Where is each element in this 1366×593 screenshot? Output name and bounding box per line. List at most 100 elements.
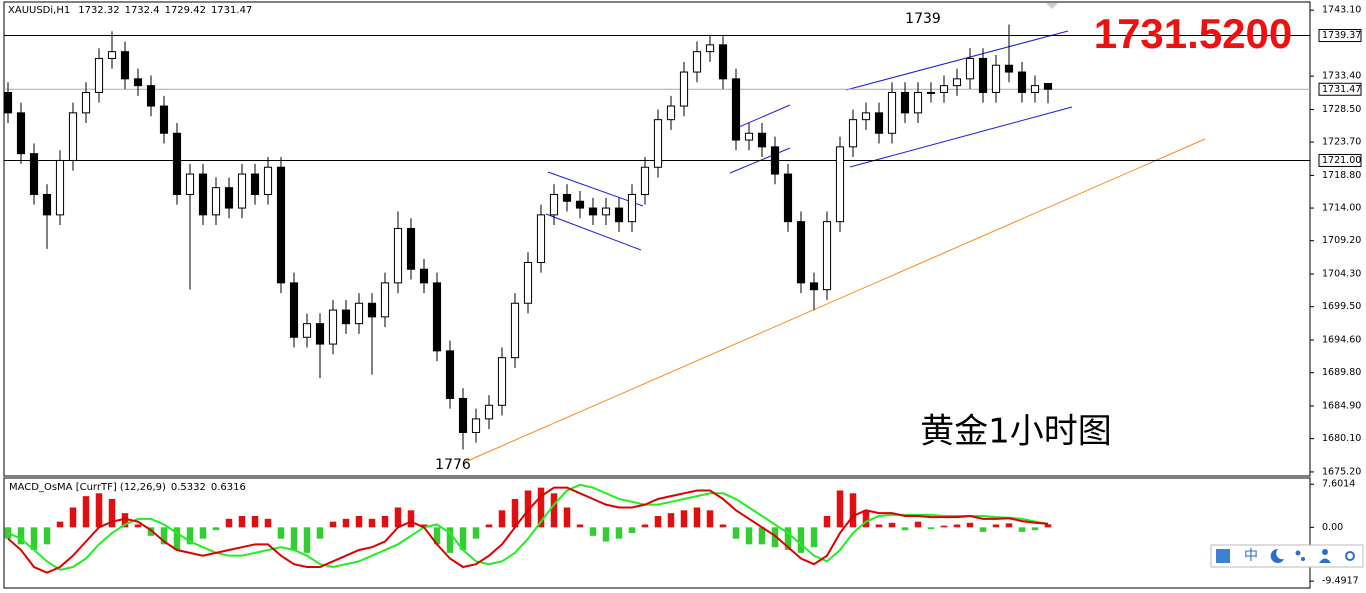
candle-body: [718, 44, 728, 80]
candle-body: [874, 112, 884, 134]
histogram-bar: [511, 498, 519, 528]
candle-body: [978, 57, 988, 93]
histogram-bar: [550, 493, 558, 528]
y-tick-label: 1699.50: [1322, 301, 1361, 312]
level-label: 1739.37: [1322, 30, 1361, 41]
histogram-bar: [758, 527, 766, 545]
candle-body: [250, 173, 260, 195]
candle-body: [29, 153, 39, 195]
candle-body: [133, 78, 143, 87]
dot-icon[interactable]: [1301, 557, 1305, 561]
histogram-bar: [732, 527, 740, 539]
high-value: 1732.4: [125, 5, 160, 16]
candle-body: [445, 350, 455, 399]
y-tick-label: 7.6014: [1322, 479, 1355, 490]
channels: [545, 30, 1073, 251]
candle-body: [94, 57, 104, 93]
y-tick-label: 1704.30: [1322, 269, 1361, 280]
candle-body: [653, 119, 663, 168]
candle-body: [185, 173, 195, 195]
candle-body: [965, 57, 975, 80]
tool-icon[interactable]: [1216, 549, 1230, 563]
histogram-bar: [420, 524, 428, 528]
signal-value: 0.6316: [211, 482, 246, 493]
histogram-bar: [290, 527, 298, 551]
candle-body: [913, 91, 923, 114]
candle-body: [887, 91, 897, 134]
histogram-bar: [966, 522, 974, 528]
histogram-bar: [628, 527, 636, 533]
candle-body: [835, 146, 845, 223]
candle-body: [107, 51, 117, 59]
candle-body: [276, 166, 286, 284]
chart-header: XAUUSDi,H1 1732.32 1732.4 1729.42 1731.47: [8, 5, 252, 16]
histogram-bar: [901, 527, 909, 531]
candle-body: [497, 357, 507, 406]
histogram-bar: [693, 507, 701, 528]
histogram-bar: [30, 527, 38, 551]
candle-body: [146, 85, 156, 107]
histogram-bar: [394, 507, 402, 528]
candle-body: [926, 91, 936, 94]
moon-icon[interactable]: [1270, 548, 1284, 563]
y-tick-label: 1714.00: [1322, 203, 1361, 214]
histogram-bar: [602, 527, 610, 542]
candle-body: [744, 132, 754, 141]
candle-body: [1004, 64, 1014, 73]
candle-body: [575, 200, 585, 209]
macd-line: [7, 486, 1049, 574]
user-icon[interactable]: [1319, 558, 1331, 564]
candle-body: [679, 71, 689, 107]
candle-body: [354, 302, 364, 325]
y-tick-label: 1684.90: [1322, 400, 1361, 411]
candle-body: [523, 261, 533, 304]
dot-icon[interactable]: [1295, 550, 1301, 556]
candle-body: [406, 227, 416, 270]
candle-body: [510, 302, 520, 359]
high-annotation: 1739: [905, 11, 941, 27]
histogram-bar: [563, 507, 571, 528]
candle-body: [484, 404, 494, 420]
histogram-bar: [498, 510, 506, 528]
histogram-bar: [108, 498, 116, 528]
histogram-bar: [823, 515, 831, 528]
candle-body: [1043, 82, 1053, 90]
histogram-bar: [251, 515, 259, 528]
histogram-bar: [992, 524, 1000, 528]
settings-icon[interactable]: [1345, 551, 1355, 561]
candle-body: [211, 187, 221, 216]
histogram-bar: [316, 527, 324, 539]
candle-body: [692, 51, 702, 73]
y-tick-label: 1743.10: [1322, 5, 1361, 16]
macd-panel: [3, 477, 1311, 589]
candle-body: [705, 44, 715, 53]
candle-body: [796, 221, 806, 284]
candle-body: [302, 323, 312, 338]
histogram-bar: [1031, 527, 1039, 531]
close-value: 1731.47: [211, 5, 252, 16]
candle-body: [770, 146, 780, 175]
candle-body: [991, 64, 1001, 93]
candle-body: [393, 227, 403, 284]
y-tick-label: 1689.80: [1322, 367, 1361, 378]
histogram-bar: [576, 524, 584, 528]
histogram-bar: [69, 507, 77, 528]
histogram-bar: [537, 487, 545, 528]
histogram-bar: [1044, 524, 1052, 528]
histogram-bar: [433, 527, 441, 545]
candle-body: [3, 91, 13, 114]
toolbar-box: [1210, 544, 1364, 568]
ime-button[interactable]: 中: [1244, 548, 1258, 564]
histogram-bar: [277, 527, 285, 539]
candle-body: [1030, 85, 1040, 93]
candle-body: [900, 91, 910, 114]
user-icon[interactable]: [1322, 549, 1328, 555]
candle-body: [237, 173, 247, 209]
histogram-bar: [95, 493, 103, 528]
histogram-bar: [186, 527, 194, 545]
candle-body: [224, 187, 234, 209]
candle-body: [328, 309, 338, 345]
histogram-bar: [134, 524, 142, 528]
histogram-bar: [589, 527, 597, 536]
histogram-bar: [784, 527, 792, 551]
